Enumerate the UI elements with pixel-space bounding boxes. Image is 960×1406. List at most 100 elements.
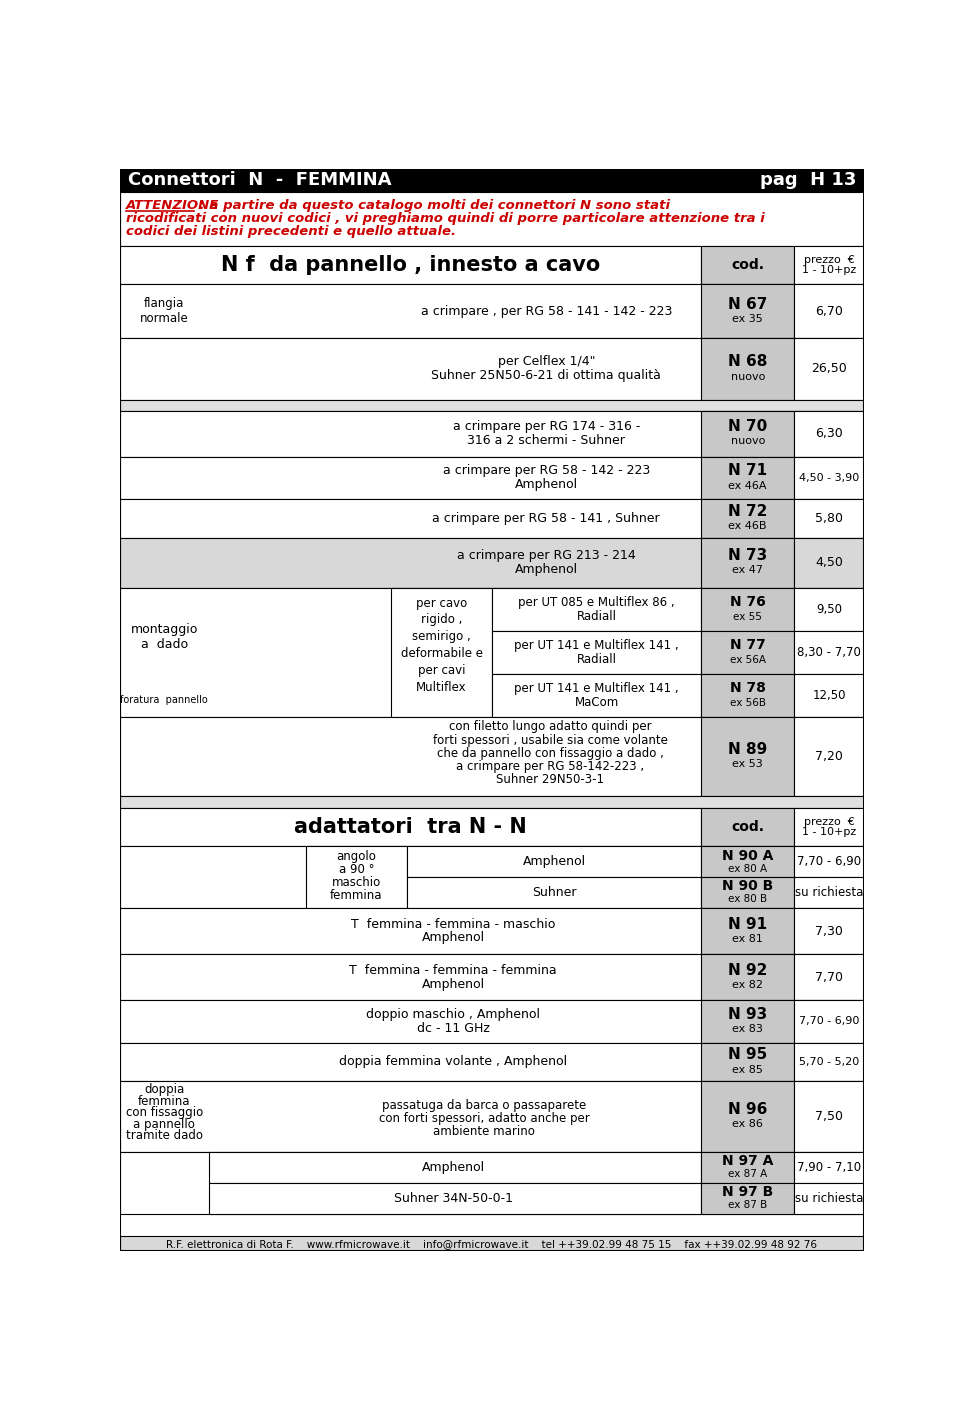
Text: N 96: N 96: [728, 1102, 767, 1118]
Bar: [701, 1043, 794, 1081]
Text: con fissaggio: con fissaggio: [126, 1107, 203, 1119]
Text: T  femmina - femmina - femmina: T femmina - femmina - femmina: [349, 963, 557, 977]
Bar: [120, 1236, 864, 1251]
Text: N 91: N 91: [729, 917, 767, 932]
Bar: [701, 499, 794, 537]
Text: N 76: N 76: [730, 595, 766, 609]
Text: 316 a 2 schermi - Suhner: 316 a 2 schermi - Suhner: [468, 434, 625, 447]
Text: N 68: N 68: [728, 354, 767, 370]
Text: ambiente marino: ambiente marino: [433, 1125, 535, 1139]
Text: a crimpare per RG 174 - 316 -: a crimpare per RG 174 - 316 -: [452, 420, 640, 433]
Text: 5,70 - 5,20: 5,70 - 5,20: [799, 1057, 859, 1067]
Text: rigido ,: rigido ,: [420, 613, 463, 627]
Text: Amphenol: Amphenol: [515, 478, 578, 491]
Text: Suhner 25N50-6-21 di ottima qualità: Suhner 25N50-6-21 di ottima qualità: [431, 370, 661, 382]
Text: doppia femmina volante , Amphenol: doppia femmina volante , Amphenol: [339, 1056, 567, 1069]
Text: ex 35: ex 35: [732, 314, 763, 323]
Text: MaCom: MaCom: [574, 696, 619, 709]
Bar: [120, 796, 864, 808]
Bar: [120, 411, 864, 457]
Text: Radiall: Radiall: [577, 610, 616, 623]
Bar: [209, 1152, 701, 1182]
Text: ex 55: ex 55: [733, 612, 762, 621]
Bar: [407, 877, 701, 908]
Text: con forti spessori, adatto anche per: con forti spessori, adatto anche per: [379, 1112, 589, 1125]
Text: con filetto lungo adatto quindi per: con filetto lungo adatto quindi per: [449, 720, 652, 734]
Text: N 71: N 71: [729, 464, 767, 478]
Bar: [794, 908, 864, 955]
Text: R.F. elettronica di Rota F.    www.rfmicrowave.it    info@rfmicrowave.it    tel : R.F. elettronica di Rota F. www.rfmicrow…: [166, 1239, 818, 1249]
Text: deformabile e: deformabile e: [400, 647, 483, 661]
Text: per UT 141 e Multiflex 141 ,: per UT 141 e Multiflex 141 ,: [515, 682, 679, 695]
Bar: [794, 411, 864, 457]
Text: ex 47: ex 47: [732, 565, 763, 575]
Bar: [701, 808, 794, 846]
Text: N 95: N 95: [728, 1047, 767, 1063]
Bar: [120, 1081, 864, 1152]
Text: Suhner: Suhner: [532, 886, 576, 898]
Text: forti spessori , usabile sia come volante: forti spessori , usabile sia come volant…: [433, 734, 667, 747]
Bar: [701, 846, 794, 877]
Text: ex 83: ex 83: [732, 1024, 763, 1035]
Bar: [794, 1182, 864, 1213]
Text: 1 - 10+pz: 1 - 10+pz: [802, 266, 856, 276]
Text: Suhner 34N-50-0-1: Suhner 34N-50-0-1: [394, 1192, 513, 1205]
Text: ex 86: ex 86: [732, 1119, 763, 1129]
Bar: [701, 246, 794, 284]
Bar: [794, 537, 864, 588]
Text: per UT 085 e Multiflex 86 ,: per UT 085 e Multiflex 86 ,: [518, 596, 675, 609]
Bar: [120, 537, 864, 588]
Bar: [701, 717, 794, 796]
Text: ex 87 A: ex 87 A: [728, 1170, 767, 1180]
Bar: [120, 588, 864, 717]
Bar: [306, 846, 407, 908]
Bar: [701, 1182, 794, 1213]
Text: ex 85: ex 85: [732, 1064, 763, 1074]
Text: su richiesta: su richiesta: [795, 1192, 863, 1205]
Text: 6,30: 6,30: [815, 427, 843, 440]
Bar: [120, 399, 864, 411]
Text: ex 56A: ex 56A: [730, 655, 766, 665]
Text: flangia
normale: flangia normale: [140, 297, 188, 325]
Bar: [120, 246, 701, 284]
Bar: [120, 284, 864, 337]
Bar: [794, 717, 864, 796]
Text: Radiall: Radiall: [577, 652, 616, 665]
Text: 7,70 - 6,90: 7,70 - 6,90: [799, 1017, 859, 1026]
Text: adattatori  tra N - N: adattatori tra N - N: [295, 817, 527, 837]
Bar: [120, 1152, 864, 1213]
Text: Multiflex: Multiflex: [417, 681, 467, 695]
Bar: [120, 846, 864, 908]
Text: Amphenol: Amphenol: [421, 977, 485, 991]
Text: per UT 141 e Multiflex 141 ,: per UT 141 e Multiflex 141 ,: [515, 638, 679, 652]
Bar: [794, 955, 864, 1000]
Text: montaggio: montaggio: [131, 623, 198, 636]
Text: : a partire da questo catalogo molti dei connettori N sono stati: : a partire da questo catalogo molti dei…: [195, 200, 670, 212]
Text: a crimpare per RG 213 - 214: a crimpare per RG 213 - 214: [457, 550, 636, 562]
Bar: [794, 877, 864, 908]
Text: ATTENZIONE: ATTENZIONE: [126, 200, 220, 212]
Bar: [794, 808, 864, 846]
Bar: [120, 955, 864, 1000]
Text: 6,70: 6,70: [815, 305, 843, 318]
Text: doppia: doppia: [144, 1083, 184, 1097]
Text: a crimpare , per RG 58 - 141 - 142 - 223: a crimpare , per RG 58 - 141 - 142 - 223: [420, 305, 672, 318]
Text: 4,50: 4,50: [815, 557, 843, 569]
Text: N 97 A: N 97 A: [722, 1154, 774, 1168]
Text: 7,20: 7,20: [815, 749, 843, 762]
Text: prezzo  €: prezzo €: [804, 817, 854, 827]
Bar: [701, 908, 794, 955]
Bar: [120, 337, 864, 399]
Text: 5,80: 5,80: [815, 512, 843, 524]
Bar: [492, 631, 701, 673]
Text: N 90 A: N 90 A: [722, 849, 774, 862]
Bar: [701, 588, 794, 631]
Text: N 92: N 92: [728, 963, 767, 977]
Bar: [120, 499, 864, 537]
Bar: [794, 588, 864, 631]
Bar: [701, 1081, 794, 1152]
Text: dc - 11 GHz: dc - 11 GHz: [417, 1022, 490, 1035]
Text: codici dei listini precedenti e quello attuale.: codici dei listini precedenti e quello a…: [126, 225, 456, 239]
Text: ex 53: ex 53: [732, 759, 763, 769]
Text: Suhner 29N50-3-1: Suhner 29N50-3-1: [496, 773, 604, 786]
